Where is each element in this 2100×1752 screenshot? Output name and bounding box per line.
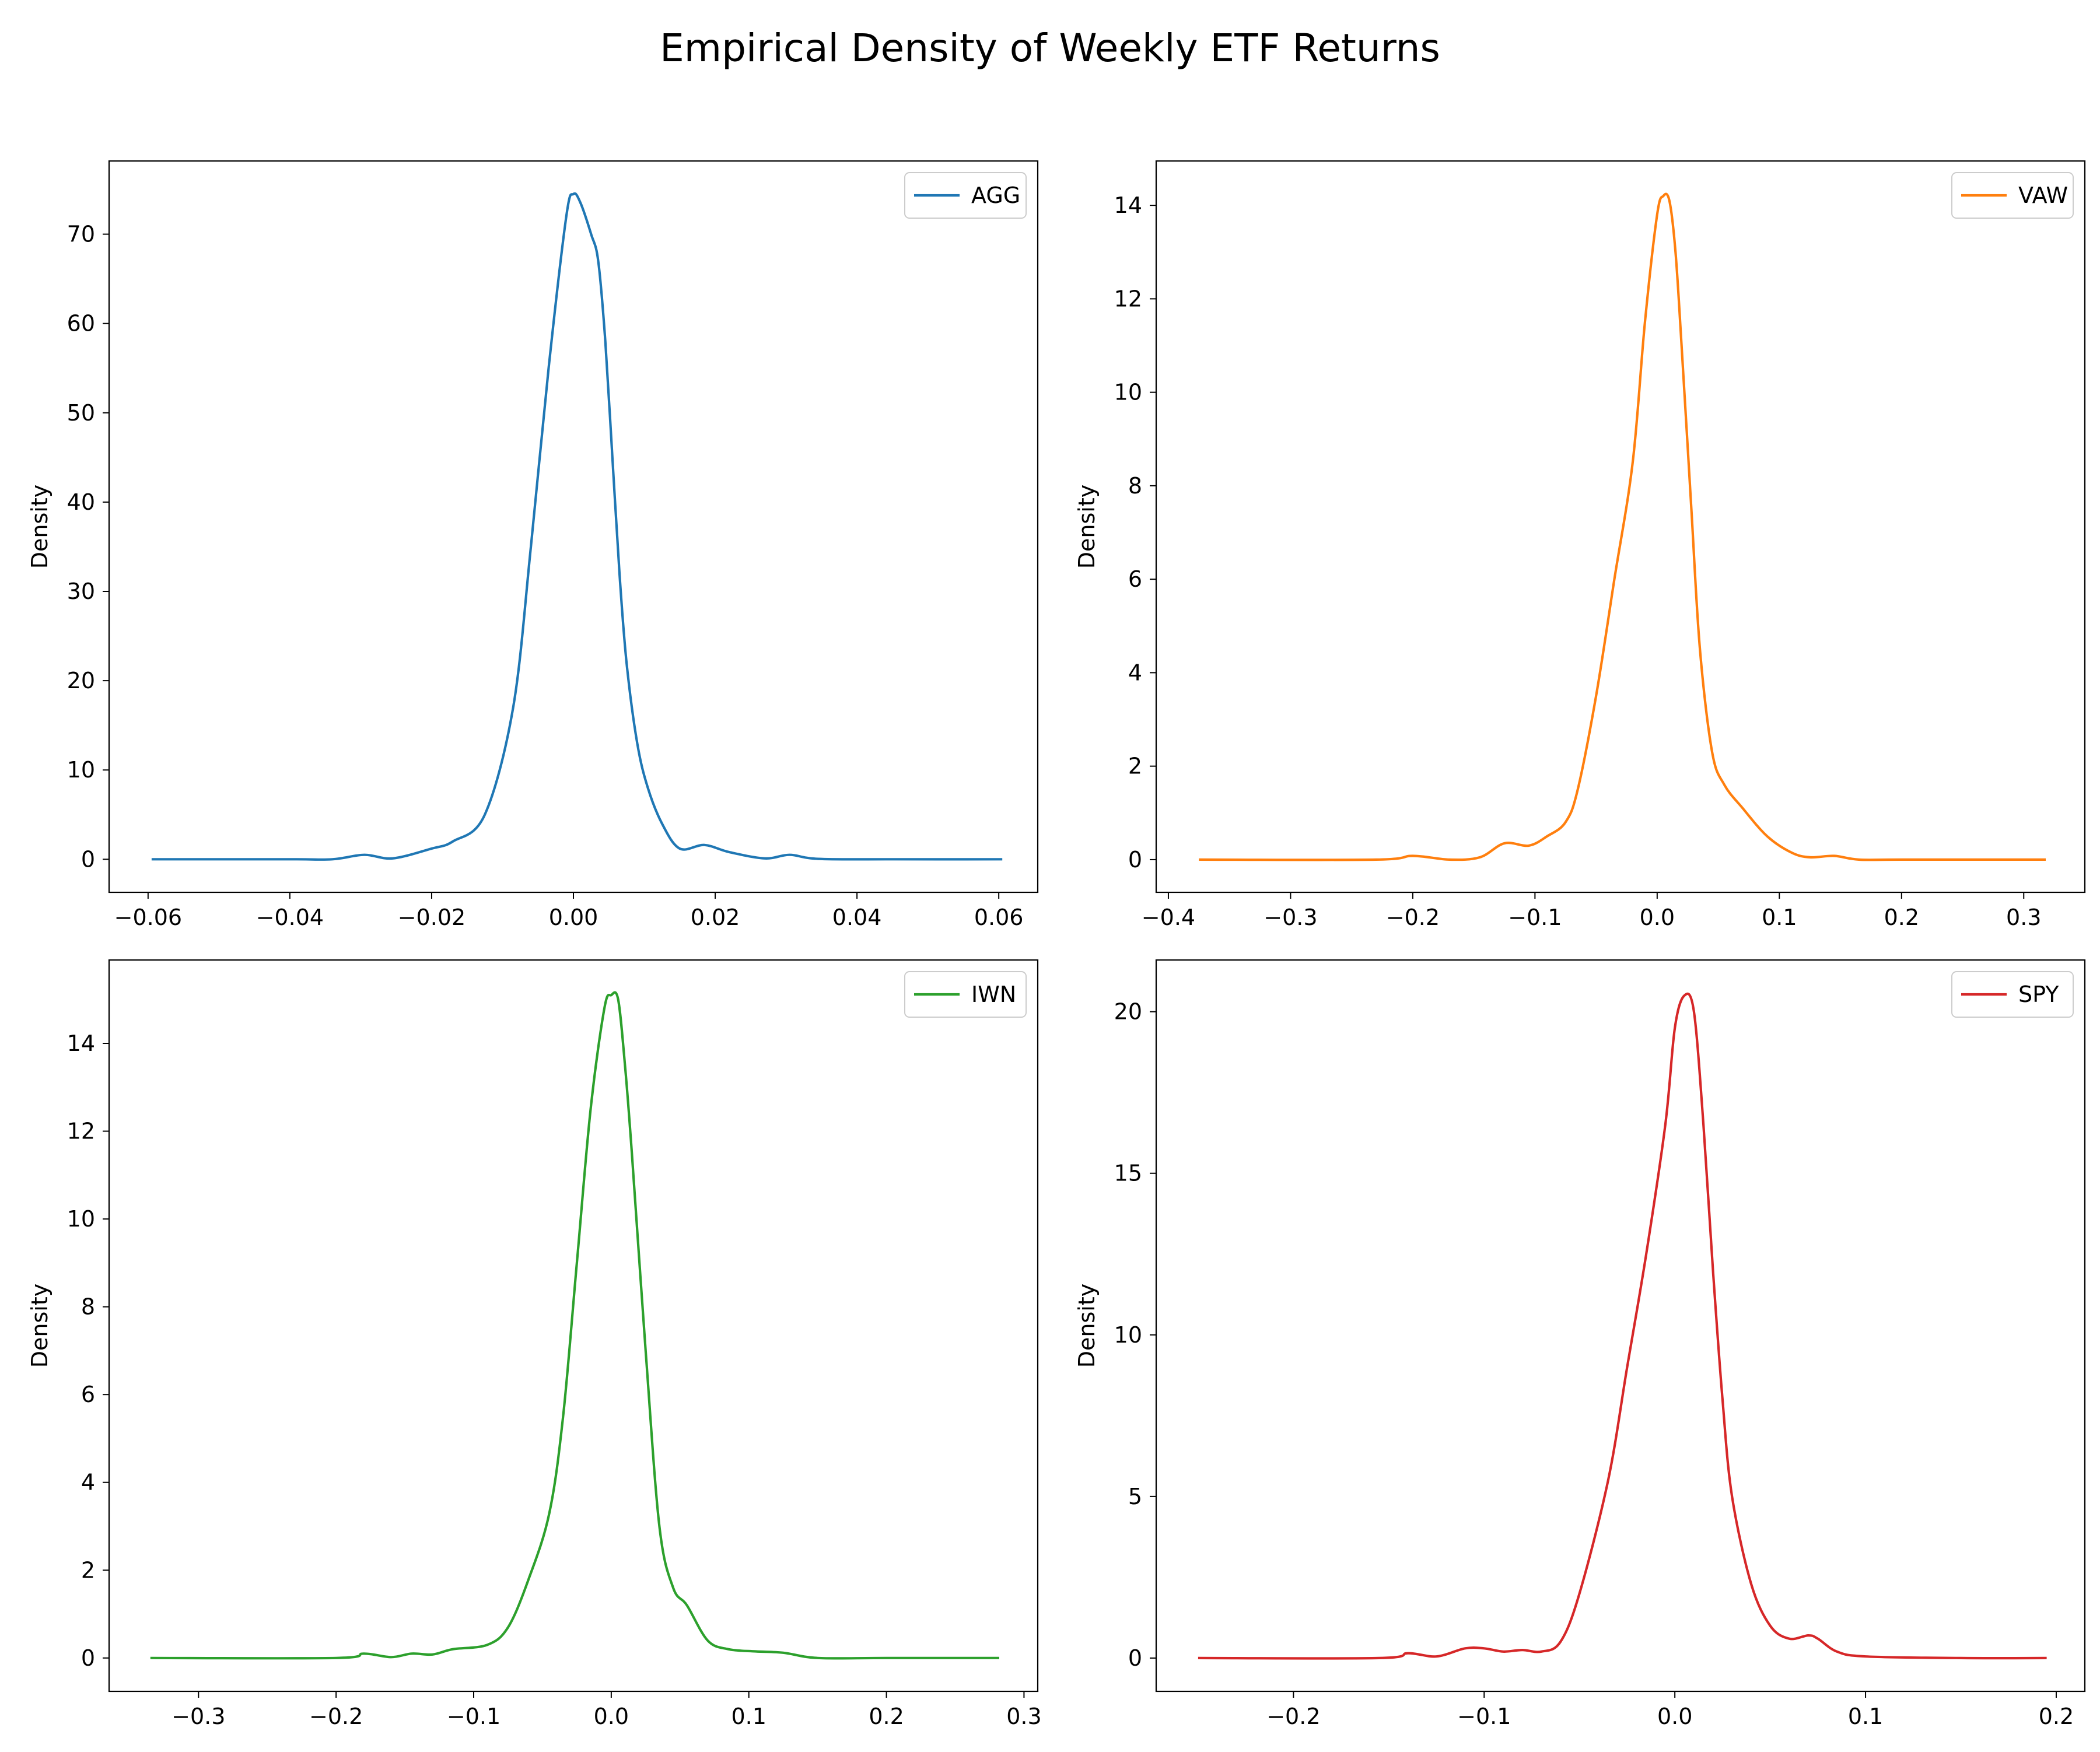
y-tick-label: 14: [1114, 192, 1142, 218]
y-tick-label: 0: [1128, 1645, 1142, 1671]
density-line-agg: [151, 192, 1003, 861]
x-tick-label: −0.2: [1266, 1704, 1320, 1729]
x-tick-label: −0.06: [114, 905, 182, 930]
y-tick-label: 50: [67, 400, 95, 426]
x-tick-label: −0.1: [447, 1704, 501, 1729]
y-tick-label: 12: [1114, 286, 1142, 311]
x-tick-label: −0.3: [1264, 905, 1317, 930]
density-line-iwn: [150, 991, 999, 1660]
y-tick-label: 30: [67, 579, 95, 604]
y-tick-label: 6: [1128, 566, 1142, 592]
y-tick-label: 10: [1114, 380, 1142, 405]
y-tick-label: 5: [1128, 1484, 1142, 1509]
legend-box: [1951, 971, 2074, 1018]
axes-frame: [108, 160, 1039, 893]
x-tick-label: −0.02: [398, 905, 466, 930]
legend-box: [904, 971, 1027, 1018]
y-tick-label: 12: [67, 1119, 95, 1144]
y-tick-label: 10: [67, 1206, 95, 1232]
y-tick-label: 8: [81, 1294, 95, 1320]
x-tick-label: −0.04: [256, 905, 324, 930]
x-tick-label: −0.4: [1142, 905, 1195, 930]
x-tick-label: 0.06: [974, 905, 1024, 930]
axes-frame: [1155, 160, 2086, 893]
x-tick-label: 0.2: [2039, 1704, 2074, 1729]
y-tick-label: 60: [67, 311, 95, 337]
legend-label: AGG: [971, 183, 1020, 208]
x-tick-label: 0.00: [549, 905, 598, 930]
y-tick-label: 0: [1128, 847, 1142, 873]
y-axis-label: Density: [1074, 485, 1100, 569]
y-axis-label: Density: [27, 1284, 52, 1368]
y-tick-label: 0: [81, 846, 95, 872]
x-tick-label: 0.3: [1006, 1704, 1041, 1729]
y-tick-label: 40: [67, 489, 95, 515]
y-tick-label: 20: [67, 668, 95, 693]
y-axis-label: Density: [27, 485, 52, 569]
x-tick-label: −0.3: [172, 1704, 225, 1729]
legend-iwn: IWN: [904, 971, 1027, 1018]
subplot-iwn: −0.3 −0.2 −0.1 0.0 0.1 0.2 0.3 0 2 4 6 8 10 12 14 Densi…: [27, 959, 1042, 1729]
subplot-vaw: −0.4 −0.3 −0.2 −0.1 0.0 0.1 0.2 0.3 0 2 4 6 8 10 12 14 D…: [1074, 160, 2086, 930]
x-tick-label: 0.1: [1762, 905, 1797, 930]
y-tick-label: 6: [81, 1382, 95, 1407]
legend-box: [904, 172, 1027, 219]
x-tick-label: 0.2: [869, 1704, 904, 1729]
density-line-vaw: [1199, 192, 2046, 861]
y-tick-label: 70: [67, 222, 95, 247]
x-tick-label: 0.0: [1640, 905, 1675, 930]
legend-label: SPY: [2018, 982, 2059, 1007]
x-tick-label: 0.04: [832, 905, 882, 930]
y-tick-label: 10: [67, 757, 95, 783]
y-axis-label: Density: [1074, 1284, 1100, 1368]
subplot-agg: −0.06 −0.04 −0.02 0.00 0.02 0.04 0.06 0 10 20 30 40…: [27, 160, 1039, 930]
x-tick-label: 0.3: [2006, 905, 2041, 930]
subplot-spy: −0.2 −0.1 0.0 0.1 0.2 0 5 10 15 20 Density SPY: [1074, 959, 2086, 1729]
y-tick-label: 8: [1128, 473, 1142, 499]
y-tick-label: 15: [1114, 1161, 1142, 1186]
axes-frame: [1155, 959, 2086, 1693]
y-tick-label: 10: [1114, 1322, 1142, 1348]
y-tick-label: 4: [81, 1470, 95, 1495]
legend-label: IWN: [971, 982, 1016, 1007]
y-tick-label: 4: [1128, 660, 1142, 685]
legend-vaw: VAW: [1951, 172, 2074, 219]
y-tick-label: 2: [1128, 754, 1142, 779]
legend-box: [1951, 172, 2074, 219]
x-tick-label: −0.1: [1508, 905, 1562, 930]
x-tick-label: −0.1: [1457, 1704, 1511, 1729]
legend-label: VAW: [2018, 183, 2068, 208]
x-tick-label: 0.1: [731, 1704, 766, 1729]
y-tick-label: 0: [81, 1645, 95, 1671]
y-tick-label: 14: [67, 1031, 95, 1056]
figure-title: Empirical Density of Weekly ETF Returns: [660, 26, 1440, 71]
x-tick-label: 0.0: [594, 1704, 629, 1729]
axes-frame: [108, 959, 1039, 1693]
density-line-spy: [1198, 992, 2047, 1660]
x-tick-label: 0.1: [1848, 1704, 1883, 1729]
x-tick-label: 0.02: [691, 905, 740, 930]
x-tick-label: −0.2: [1386, 905, 1440, 930]
x-tick-label: 0.2: [1884, 905, 1919, 930]
legend-spy: SPY: [1951, 971, 2074, 1018]
y-tick-label: 2: [81, 1557, 95, 1583]
x-tick-label: 0.0: [1657, 1704, 1692, 1729]
legend-agg: AGG: [904, 172, 1027, 219]
y-tick-label: 20: [1114, 999, 1142, 1025]
x-tick-label: −0.2: [309, 1704, 363, 1729]
